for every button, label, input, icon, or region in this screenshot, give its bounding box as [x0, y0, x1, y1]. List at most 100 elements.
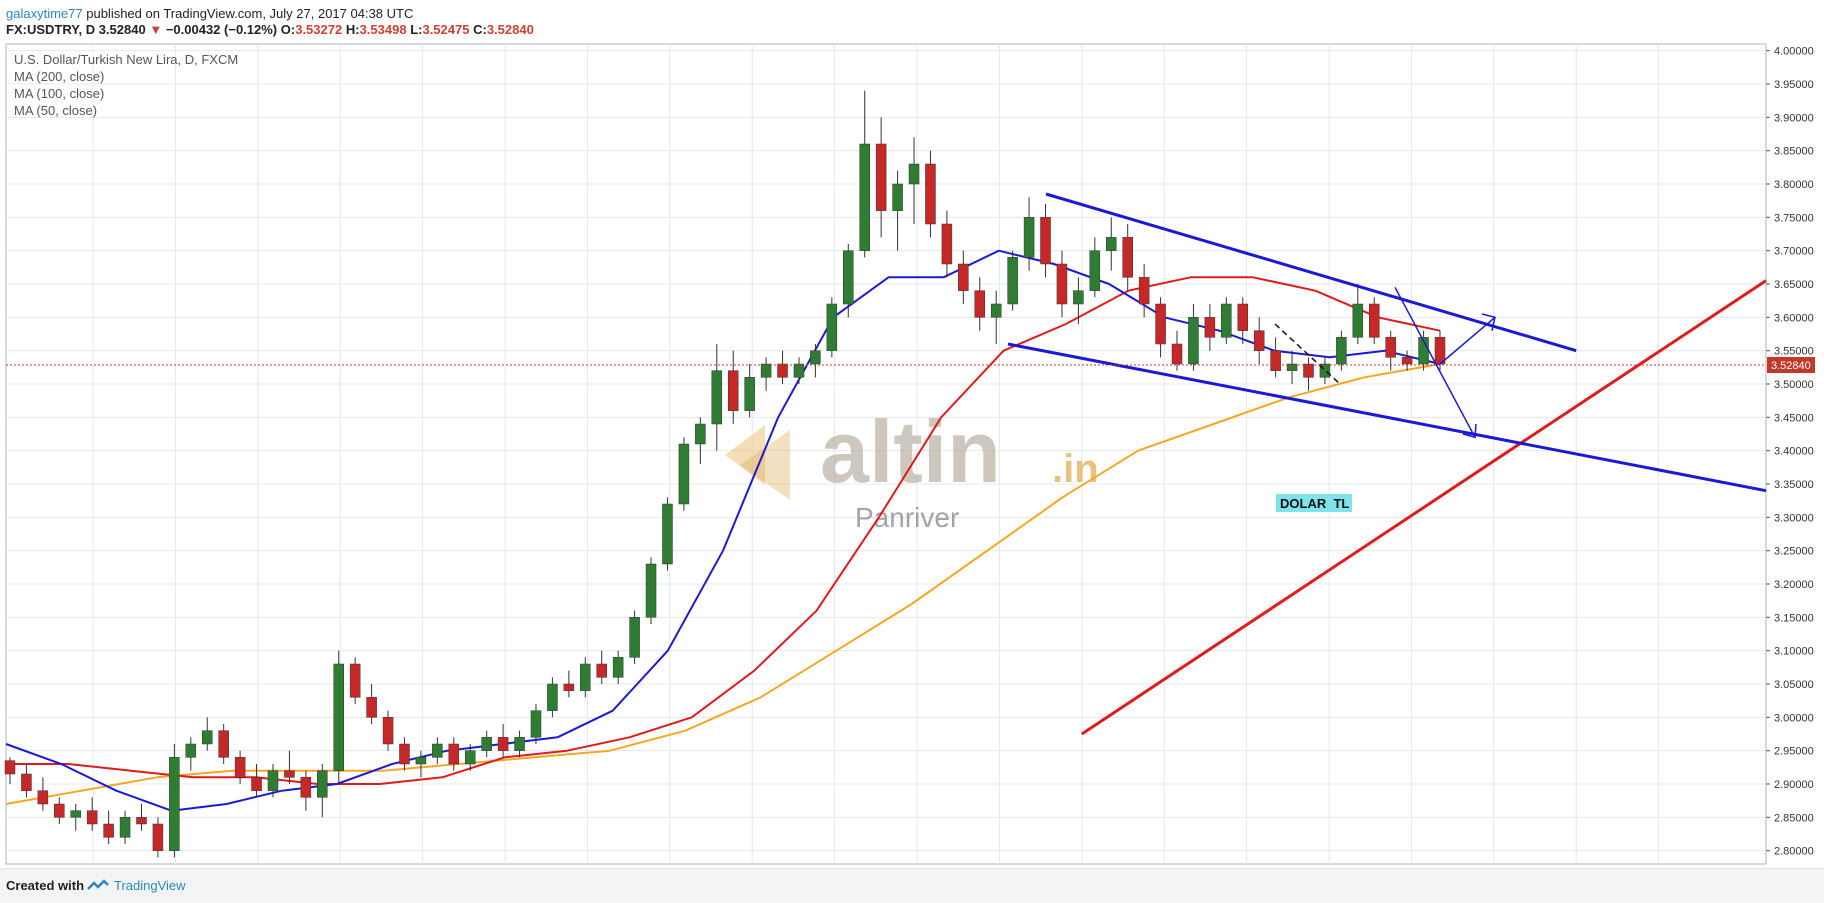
candle-body [1155, 303, 1166, 345]
y-tick-label: 3.15000 [1774, 612, 1814, 624]
candle-body [1434, 337, 1446, 365]
candle [1138, 264, 1150, 318]
price-axis[interactable]: 4.00000 3.95000 3.90000 3.85000 3.80000 3.750… [1766, 46, 1814, 858]
change-value: −0.00432 (−0.12%) [165, 22, 278, 37]
candle-body [1138, 277, 1150, 305]
legend-ma100[interactable]: MA (100, close) [14, 86, 104, 101]
author-link[interactable]: galaxytime77 [6, 6, 83, 21]
y-tick-label: 3.00000 [1774, 712, 1814, 724]
candle [744, 364, 755, 418]
candle-body [958, 263, 969, 291]
candle-body [333, 663, 344, 771]
candle [892, 170, 903, 251]
low-value: 3.52475 [422, 22, 470, 37]
candle-body [990, 303, 1002, 318]
candle [547, 677, 558, 718]
candle [1352, 284, 1364, 344]
candle-body [185, 743, 197, 758]
candle-body [382, 717, 394, 745]
footer: Created with TradingView [0, 868, 1824, 903]
y-tick-label: 3.55000 [1774, 346, 1814, 358]
candle [711, 344, 723, 451]
footer-brand[interactable]: TradingView [114, 878, 186, 893]
candle-body [1188, 317, 1199, 365]
candle-body [1369, 303, 1380, 338]
candle [1171, 330, 1183, 371]
watermark: altin .in Panriver [725, 402, 1099, 533]
candle [1073, 277, 1084, 324]
candle-body [875, 143, 887, 211]
candle [169, 744, 180, 858]
candle [793, 357, 805, 384]
candle [563, 670, 575, 698]
candle [234, 750, 246, 784]
arrow-down-icon [1462, 423, 1477, 439]
price-chart[interactable]: altin .in Panriver 4.00000 3.95000 3.90000… [0, 0, 1824, 868]
candle-body [580, 663, 591, 691]
annotation-box[interactable] [1276, 494, 1352, 512]
candle-body [1237, 303, 1249, 331]
candle-body [1286, 363, 1298, 371]
candle-body [448, 743, 460, 765]
candle-body [843, 250, 854, 305]
down-arrow-icon: ▼ [149, 22, 163, 37]
candle-body [497, 737, 509, 751]
candle-body [514, 737, 525, 751]
candle [859, 90, 870, 258]
legend-ma50[interactable]: MA (50, close) [14, 103, 97, 118]
legend-ma200[interactable]: MA (200, close) [14, 69, 104, 84]
candle [1106, 217, 1117, 271]
candle-body [662, 503, 673, 565]
candle [349, 657, 361, 704]
candle [382, 710, 394, 751]
candle [399, 737, 410, 771]
candle [1270, 337, 1281, 378]
candle [251, 764, 262, 798]
candle-body [1089, 250, 1101, 291]
candle-body [727, 370, 739, 411]
candle [596, 650, 607, 684]
y-tick-label: 3.10000 [1774, 646, 1814, 658]
candle-body [941, 223, 953, 265]
projection-line-up [1439, 316, 1496, 365]
y-tick-label: 3.65000 [1774, 279, 1814, 291]
open-label: O: [280, 22, 296, 37]
candle-body [1204, 317, 1216, 338]
candle-body [4, 760, 16, 775]
candle [875, 117, 887, 238]
projection-line-down [1394, 286, 1476, 438]
candle [1369, 297, 1380, 344]
candle-body [1270, 350, 1281, 371]
candle-body [1401, 357, 1413, 365]
candle-body [136, 817, 147, 825]
candle-body [251, 777, 262, 791]
candle-body [826, 303, 838, 351]
candle [1221, 297, 1232, 344]
candle [1401, 350, 1413, 371]
candle [267, 764, 279, 798]
candle [1155, 297, 1166, 358]
candle [941, 210, 953, 278]
candle-body [432, 743, 443, 758]
y-tick-label: 3.25000 [1774, 546, 1814, 558]
candle [777, 350, 788, 384]
footer-created: Created with [6, 878, 85, 893]
y-tick-label: 3.20000 [1774, 579, 1814, 591]
candle [514, 730, 525, 758]
candle-body [530, 710, 542, 738]
candle-body [629, 617, 640, 658]
candle-body [612, 657, 624, 678]
candle [300, 770, 312, 811]
candle-body [925, 163, 936, 225]
channel-upper-line [1045, 192, 1577, 353]
candle-body [1253, 330, 1265, 351]
trendlines [1007, 192, 1767, 736]
y-tick-label: 3.70000 [1774, 246, 1814, 258]
publish-line: galaxytime77 published on TradingView.co… [6, 6, 413, 21]
candle [1040, 204, 1051, 278]
candle [1385, 330, 1396, 371]
watermark-tld: .in [1052, 447, 1099, 491]
candle-body [859, 143, 870, 251]
candle [1056, 250, 1068, 318]
candle [185, 737, 197, 771]
